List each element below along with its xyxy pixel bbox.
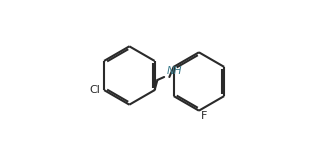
Text: NH: NH [167,66,182,76]
Text: F: F [201,111,208,121]
Text: Cl: Cl [89,85,100,95]
